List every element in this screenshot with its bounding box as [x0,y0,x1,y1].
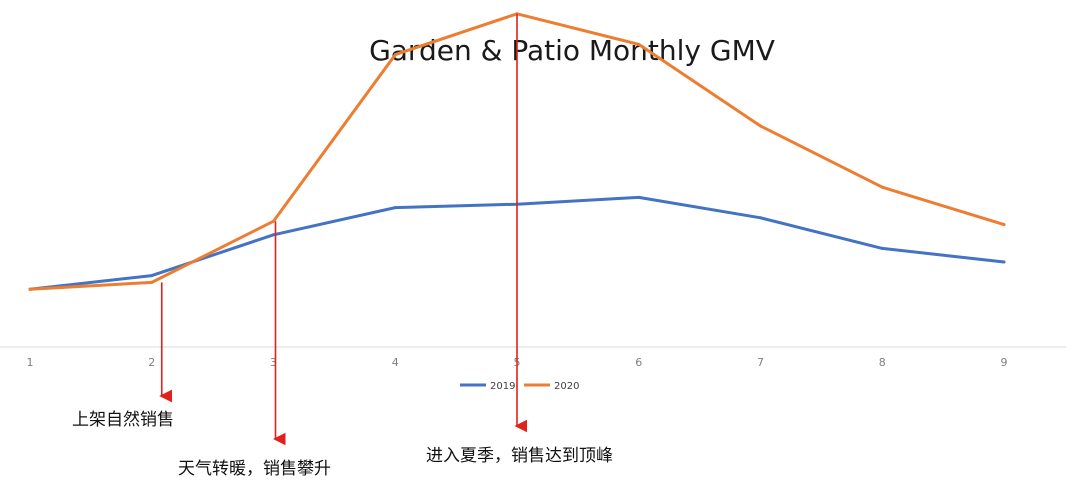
data-point-2020-3 [272,219,275,223]
x-tick-label: 3 [270,356,277,369]
data-point-2019-9 [1002,260,1006,264]
x-tick-label: 9 [1001,356,1008,369]
data-point-2020-9 [1002,223,1006,227]
data-point-2020-1 [28,287,32,291]
data-point-2020-6 [637,42,641,46]
x-tick-label: 7 [757,356,764,369]
legend-label-2019: 2019 [490,381,515,392]
x-tick-label: 4 [392,356,399,369]
data-point-2019-3 [272,233,275,237]
legend-label-2020: 2020 [554,381,579,392]
data-point-2019-4 [393,206,397,210]
data-point-2019-7 [759,216,762,220]
annotation-label: 天气转暖，销售攀升 [178,459,331,479]
x-tick-label: 8 [879,356,886,369]
data-point-2020-7 [759,124,762,128]
x-tick-label: 2 [148,356,155,369]
data-point-2019-2 [150,274,154,278]
data-point-2020-4 [393,53,397,57]
legend: 2019 2020 [460,381,579,392]
data-point-2019-6 [637,195,641,199]
data-point-2020-8 [880,185,884,189]
annotation-label: 进入夏季，销售达到顶峰 [426,446,613,466]
x-tick-label: 1 [27,356,34,369]
data-point-2019-8 [880,246,884,250]
x-tick-label: 6 [635,356,642,369]
annotation-label: 上架自然销售 [72,410,174,430]
data-point-2020-2 [150,280,154,284]
chart-title: Garden & Patio Monthly GMV [369,34,775,67]
